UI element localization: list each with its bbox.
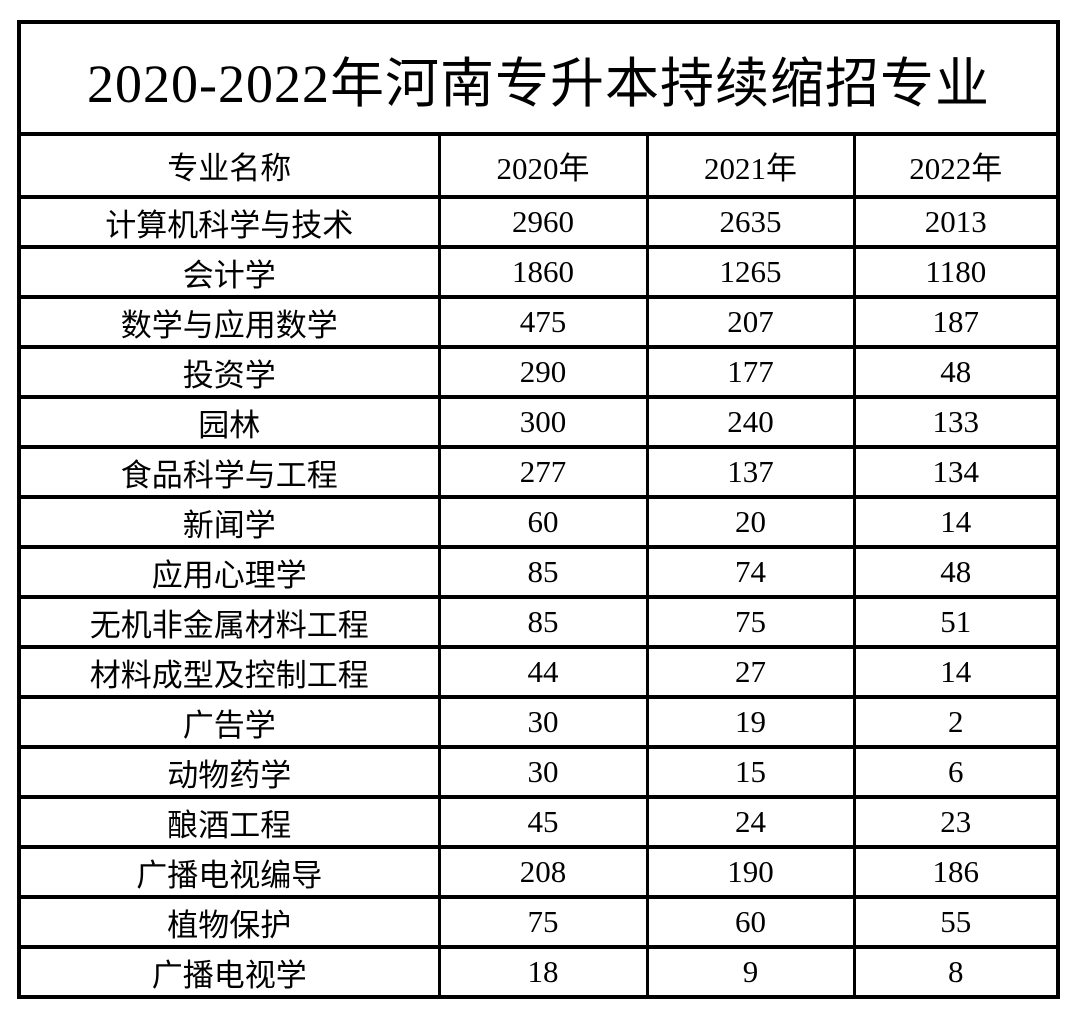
value-cell: 60 bbox=[645, 895, 856, 949]
value-cell: 190 bbox=[645, 845, 856, 899]
value-cell: 187 bbox=[852, 295, 1060, 349]
table-row: 广播电视编导 208 190 186 bbox=[17, 845, 1060, 899]
value-cell: 290 bbox=[437, 345, 649, 399]
value-cell: 207 bbox=[645, 295, 856, 349]
value-cell: 27 bbox=[645, 645, 856, 699]
table-row: 食品科学与工程 277 137 134 bbox=[17, 445, 1060, 499]
value-cell: 300 bbox=[437, 395, 649, 449]
value-cell: 55 bbox=[852, 895, 1060, 949]
major-name-cell: 园林 bbox=[17, 395, 441, 449]
major-name-cell: 动物药学 bbox=[17, 745, 441, 799]
value-cell: 277 bbox=[437, 445, 649, 499]
table-row: 材料成型及控制工程 44 27 14 bbox=[17, 645, 1060, 699]
value-cell: 15 bbox=[645, 745, 856, 799]
table-row: 数学与应用数学 475 207 187 bbox=[17, 295, 1060, 349]
value-cell: 85 bbox=[437, 595, 649, 649]
table-row: 无机非金属材料工程 85 75 51 bbox=[17, 595, 1060, 649]
table-row: 广告学 30 19 2 bbox=[17, 695, 1060, 749]
table-row: 广播电视学 18 9 8 bbox=[17, 945, 1060, 999]
value-cell: 240 bbox=[645, 395, 856, 449]
value-cell: 1180 bbox=[852, 245, 1060, 299]
column-header-year-2020: 2020年 bbox=[437, 132, 649, 199]
value-cell: 134 bbox=[852, 445, 1060, 499]
value-cell: 20 bbox=[645, 495, 856, 549]
shrinking-majors-table: 2020-2022年河南专升本持续缩招专业 专业名称 2020年 2021年 2… bbox=[17, 20, 1061, 999]
value-cell: 18 bbox=[437, 945, 649, 999]
value-cell: 30 bbox=[437, 745, 649, 799]
value-cell: 9 bbox=[645, 945, 856, 999]
column-header-year-2021: 2021年 bbox=[645, 132, 856, 199]
column-header-major: 专业名称 bbox=[17, 132, 441, 199]
table-row: 计算机科学与技术 2960 2635 2013 bbox=[17, 195, 1060, 249]
value-cell: 2013 bbox=[852, 195, 1060, 249]
value-cell: 8 bbox=[852, 945, 1060, 999]
major-name-cell: 数学与应用数学 bbox=[17, 295, 441, 349]
value-cell: 44 bbox=[437, 645, 649, 699]
value-cell: 14 bbox=[852, 645, 1060, 699]
value-cell: 75 bbox=[437, 895, 649, 949]
table-row: 动物药学 30 15 6 bbox=[17, 745, 1060, 799]
major-name-cell: 广告学 bbox=[17, 695, 441, 749]
value-cell: 45 bbox=[437, 795, 649, 849]
table-row: 投资学 290 177 48 bbox=[17, 345, 1060, 399]
value-cell: 177 bbox=[645, 345, 856, 399]
major-name-cell: 食品科学与工程 bbox=[17, 445, 441, 499]
value-cell: 19 bbox=[645, 695, 856, 749]
value-cell: 137 bbox=[645, 445, 856, 499]
value-cell: 48 bbox=[852, 345, 1060, 399]
value-cell: 74 bbox=[645, 545, 856, 599]
value-cell: 6 bbox=[852, 745, 1060, 799]
value-cell: 24 bbox=[645, 795, 856, 849]
value-cell: 51 bbox=[852, 595, 1060, 649]
table-row: 会计学 1860 1265 1180 bbox=[17, 245, 1060, 299]
value-cell: 186 bbox=[852, 845, 1060, 899]
value-cell: 85 bbox=[437, 545, 649, 599]
value-cell: 14 bbox=[852, 495, 1060, 549]
value-cell: 1265 bbox=[645, 245, 856, 299]
value-cell: 48 bbox=[852, 545, 1060, 599]
value-cell: 2 bbox=[852, 695, 1060, 749]
major-name-cell: 新闻学 bbox=[17, 495, 441, 549]
major-name-cell: 无机非金属材料工程 bbox=[17, 595, 441, 649]
table-row: 酿酒工程 45 24 23 bbox=[17, 795, 1060, 849]
value-cell: 475 bbox=[437, 295, 649, 349]
major-name-cell: 广播电视学 bbox=[17, 945, 441, 999]
table-row: 新闻学 60 20 14 bbox=[17, 495, 1060, 549]
major-name-cell: 广播电视编导 bbox=[17, 845, 441, 899]
major-name-cell: 酿酒工程 bbox=[17, 795, 441, 849]
title-row: 2020-2022年河南专升本持续缩招专业 bbox=[17, 20, 1060, 136]
value-cell: 60 bbox=[437, 495, 649, 549]
table-row: 园林 300 240 133 bbox=[17, 395, 1060, 449]
value-cell: 208 bbox=[437, 845, 649, 899]
table-title: 2020-2022年河南专升本持续缩招专业 bbox=[17, 20, 1060, 136]
value-cell: 2635 bbox=[645, 195, 856, 249]
value-cell: 30 bbox=[437, 695, 649, 749]
major-name-cell: 投资学 bbox=[17, 345, 441, 399]
value-cell: 2960 bbox=[437, 195, 649, 249]
column-header-year-2022: 2022年 bbox=[852, 132, 1060, 199]
major-name-cell: 植物保护 bbox=[17, 895, 441, 949]
value-cell: 133 bbox=[852, 395, 1060, 449]
table-row: 植物保护 75 60 55 bbox=[17, 895, 1060, 949]
value-cell: 1860 bbox=[437, 245, 649, 299]
major-name-cell: 应用心理学 bbox=[17, 545, 441, 599]
header-row: 专业名称 2020年 2021年 2022年 bbox=[17, 132, 1060, 199]
table-row: 应用心理学 85 74 48 bbox=[17, 545, 1060, 599]
major-name-cell: 会计学 bbox=[17, 245, 441, 299]
table-body: 计算机科学与技术 2960 2635 2013 会计学 1860 1265 1180 数学与应用… bbox=[17, 195, 1060, 999]
value-cell: 75 bbox=[645, 595, 856, 649]
value-cell: 23 bbox=[852, 795, 1060, 849]
major-name-cell: 计算机科学与技术 bbox=[17, 195, 441, 249]
major-name-cell: 材料成型及控制工程 bbox=[17, 645, 441, 699]
